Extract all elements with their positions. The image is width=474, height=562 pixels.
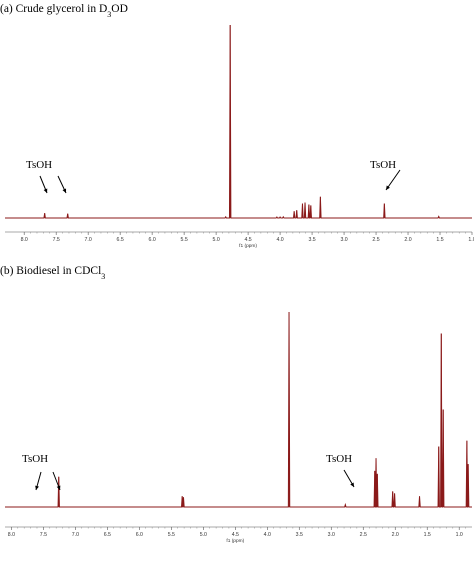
x-tick-label: 3.5: [308, 237, 315, 243]
x-tick-label: 8.0: [21, 237, 28, 243]
panel-a-title: (a) Crude glycerol in D3OD: [0, 3, 128, 19]
x-tick-label: 2.5: [372, 237, 379, 243]
x-tick-label: 2.0: [404, 237, 411, 243]
annotation-tsoh: TsOH: [26, 159, 52, 171]
spectrum-line: [5, 311, 472, 508]
x-tick-label: 7.5: [40, 532, 47, 538]
x-tick-label: 3.0: [340, 237, 347, 243]
x-tick-label: 5.5: [168, 532, 175, 538]
x-tick-label: 4.0: [276, 237, 283, 243]
x-tick-label: 5.0: [200, 532, 207, 538]
x-tick-label: 6.0: [149, 237, 156, 243]
x-tick-label: 1.0: [468, 237, 474, 243]
x-tick-label: 7.0: [72, 532, 79, 538]
x-tick-label: 2.0: [392, 532, 399, 538]
arrowhead-icon: [35, 485, 39, 490]
x-tick-label: 1.0: [456, 532, 463, 538]
x-tick-label: 6.5: [104, 532, 111, 538]
arrowhead-icon: [62, 188, 67, 193]
spectrum-line: [5, 24, 472, 219]
arrowhead-icon: [43, 188, 48, 193]
x-tick-label: 4.0: [264, 532, 271, 538]
arrowhead-icon: [350, 482, 354, 487]
arrowhead-icon: [386, 185, 390, 190]
panel-a-plot: [5, 24, 472, 219]
x-tick-label: 6.5: [117, 237, 124, 243]
x-tick-label: 7.0: [85, 237, 92, 243]
panel-b-annotations: TsOH TsOH: [22, 453, 355, 491]
panel-b: (b) Biodiesel in CDCl3 8.0 7.5 7.0 6.5 6.0 5.…: [0, 265, 472, 544]
x-tick-label: 6.0: [136, 532, 143, 538]
x-tick-label: 5.0: [213, 237, 220, 243]
panel-a-axis: 8.0 7.5 7.0 6.5 6.0 5.5 5.0 4.5 4.0 3.5 3.0 2.5 2.0 1…: [5, 231, 474, 249]
panel-b-plot: [5, 311, 472, 508]
x-tick-label: 2.5: [360, 532, 367, 538]
panel-b-axis: 8.0 7.5 7.0 6.5 6.0 5.5 5.0 4.5 4.0 3.5 3.0 2.5 2.0 1…: [5, 526, 472, 544]
x-tick-label: 7.5: [53, 237, 60, 243]
annotation-tsoh: TsOH: [370, 159, 396, 171]
x-tick-label: 3.0: [328, 532, 335, 538]
x-tick-label: 3.5: [296, 532, 303, 538]
arrow-icon: [385, 169, 401, 191]
x-tick-label: 5.5: [181, 237, 188, 243]
x-axis-label: f1 (ppm): [239, 243, 257, 249]
x-tick-label: 8.0: [8, 532, 15, 538]
x-tick-label: 4.5: [244, 237, 251, 243]
annotation-tsoh: TsOH: [326, 453, 352, 465]
x-tick-label: 1.5: [436, 237, 443, 243]
x-tick-label: 1.5: [424, 532, 431, 538]
panel-b-title: (b) Biodiesel in CDCl3: [0, 265, 105, 281]
x-axis-label: f1 (ppm): [226, 538, 244, 544]
panel-a-annotations: TsOH TsOH: [26, 159, 401, 194]
annotation-tsoh: TsOH: [22, 453, 48, 465]
x-tick-label: 4.5: [232, 532, 239, 538]
panel-a: (a) Crude glycerol in D3OD 8.0 7.5 7.0 6.5 6…: [0, 3, 474, 249]
arrowhead-icon: [56, 485, 61, 490]
